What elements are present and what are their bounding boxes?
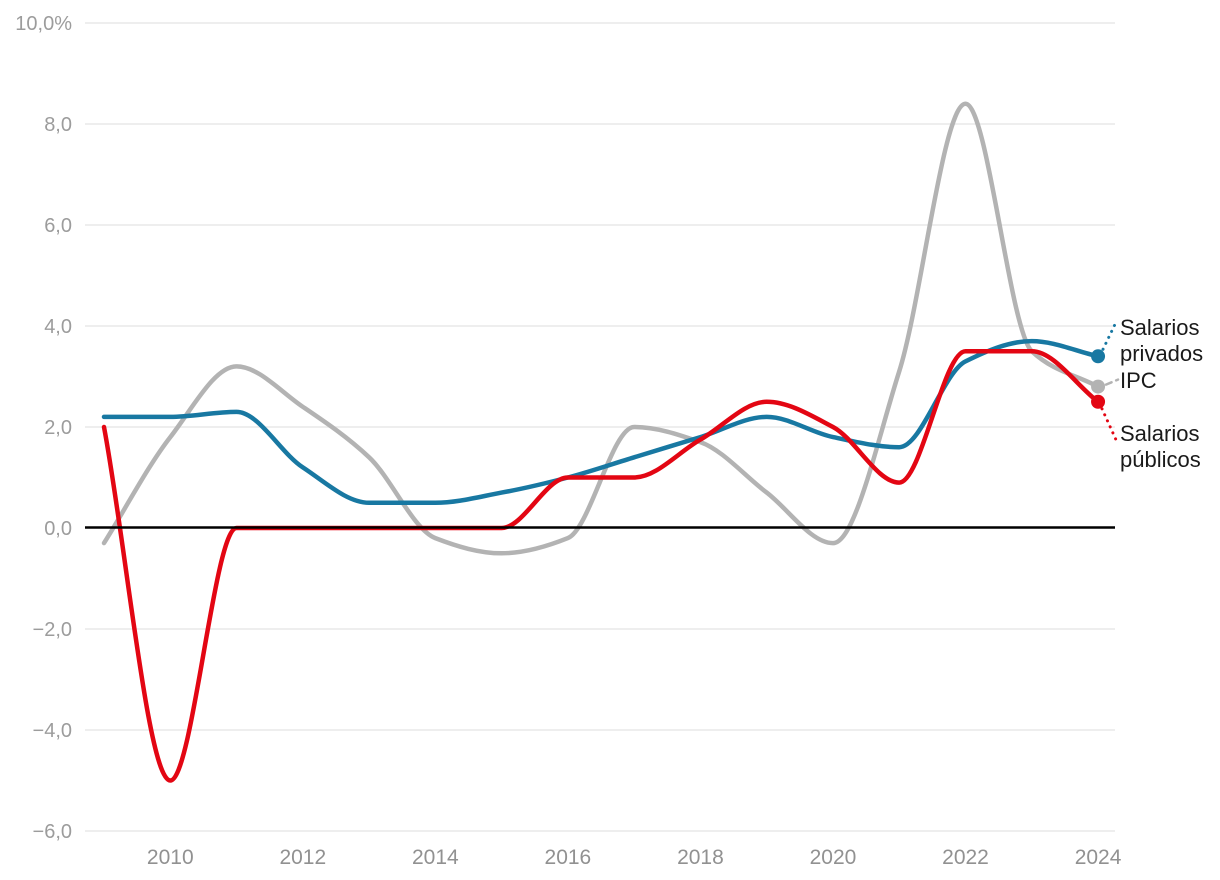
series-line-ipc[interactable]	[101, 101, 1101, 556]
x-tick-label: 2020	[810, 846, 857, 869]
y-tick-label: 2,0	[44, 417, 72, 439]
series-label-ipc: IPC	[1120, 368, 1157, 393]
leader-line-ipc	[1104, 378, 1120, 386]
label-connectors	[1100, 320, 1120, 442]
y-tick-label: −2,0	[33, 619, 72, 641]
y-tick-label: 8,0	[44, 114, 72, 136]
x-tick-label: 2012	[279, 846, 326, 869]
series-line-publicos[interactable]	[101, 349, 1101, 783]
x-tick-label: 2016	[545, 846, 592, 869]
x-axis-labels: 2010 2012 2014 2016 2018 2020 2022 2024	[147, 846, 1122, 869]
end-dot-ipc[interactable]	[1091, 379, 1106, 394]
y-tick-label: 6,0	[44, 215, 72, 237]
series-end-dots	[1091, 349, 1106, 409]
y-tick-label: −4,0	[33, 720, 72, 742]
series-label-salarios-publicos: Salarios públicos	[1120, 421, 1201, 472]
y-tick-label: −6,0	[33, 821, 72, 843]
y-tick-label: 0,0	[44, 518, 72, 540]
x-tick-label: 2024	[1075, 846, 1122, 869]
x-tick-label: 2014	[412, 846, 459, 869]
x-tick-label: 2022	[942, 846, 989, 869]
series-lines	[101, 101, 1101, 783]
x-tick-label: 2010	[147, 846, 194, 869]
y-tick-label: 4,0	[44, 316, 72, 338]
x-tick-label: 2018	[677, 846, 724, 869]
series-label-salarios-privados: Salarios privados	[1120, 315, 1204, 366]
leader-line-privados	[1101, 320, 1118, 351]
gridlines	[85, 22, 1115, 832]
end-dot-publicos[interactable]	[1091, 394, 1106, 409]
leader-line-publicos	[1100, 407, 1118, 442]
y-tick-label: 10,0%	[15, 13, 72, 35]
end-dot-privados[interactable]	[1091, 349, 1106, 364]
y-axis-labels: 10,0% 8,0 6,0 4,0 2,0 0,0 −2,0 −4,0 −6,0	[15, 13, 72, 843]
